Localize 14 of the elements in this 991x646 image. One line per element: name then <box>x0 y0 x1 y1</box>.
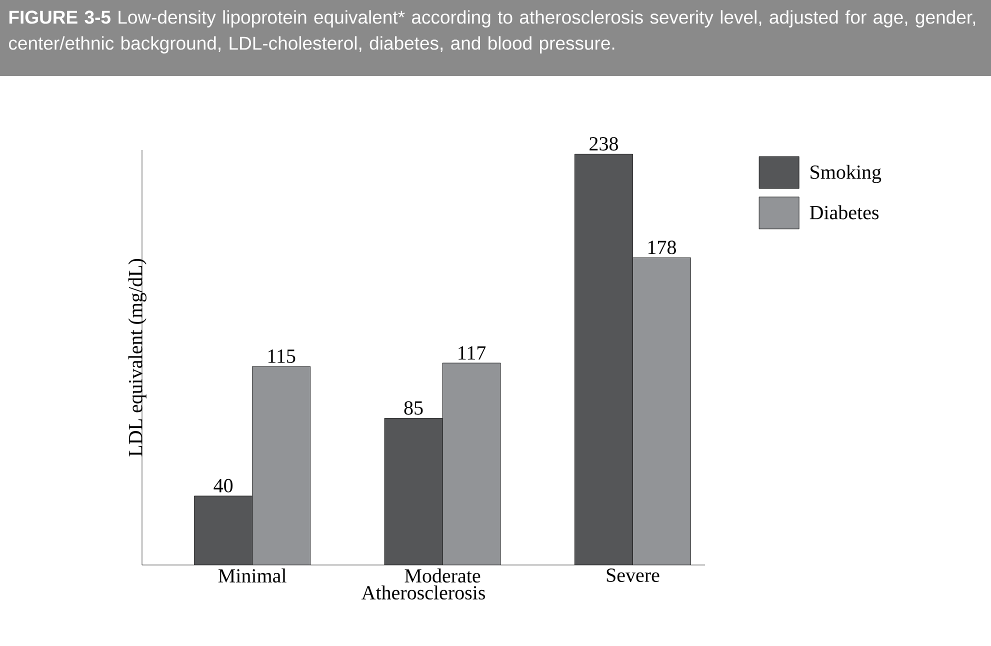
chart-title: FIGURE 3-5 Low-density lipoprotein equivalent* according to atherosclerosis severity level, adjusted for age, gender, center/ethnic background, LDL-cholesterol, diabetes, and blood pressure. <box>8 10 976 54</box>
y-axis-title: LDL equivalent (mg/dL) <box>128 258 146 456</box>
legend-label: Smoking <box>810 164 882 184</box>
data-label: 115 <box>268 350 296 363</box>
x-tick-label: Moderate <box>404 568 480 583</box>
legend-label: Diabetes <box>810 205 879 220</box>
data-label: 85 <box>404 401 423 415</box>
data-label: 238 <box>590 137 618 151</box>
x-tick-label: Severe <box>606 568 660 582</box>
x-axis-title: Atherosclerosis <box>361 585 485 600</box>
data-label: 40 <box>214 478 233 492</box>
data-label: 178 <box>648 240 676 254</box>
x-tick-label: Minimal <box>218 568 286 583</box>
data-label: 117 <box>458 346 486 360</box>
